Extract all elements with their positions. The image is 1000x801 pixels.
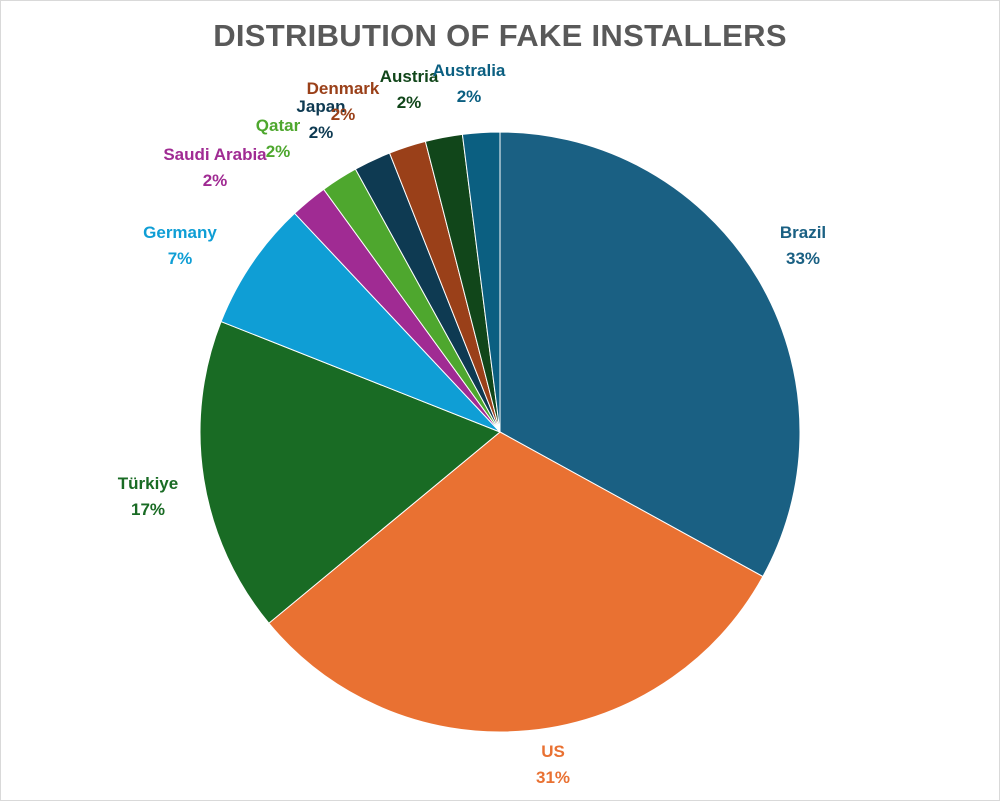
data-label-value-denmark: 2% — [331, 105, 356, 124]
pie-slice-germany — [220, 212, 501, 433]
data-label-category-us: US — [541, 742, 565, 761]
data-label-value-germany: 7% — [168, 249, 193, 268]
data-label-value-japan: 2% — [309, 123, 334, 142]
data-label-value-brazil: 33% — [786, 249, 820, 268]
pie-slice-us — [268, 431, 764, 733]
chart-title: DISTRIBUTION OF FAKE INSTALLERS — [213, 18, 787, 53]
data-label-category-qatar: Qatar — [256, 116, 301, 135]
data-label-value-austria: 2% — [397, 93, 422, 112]
pie-slices — [199, 131, 801, 733]
data-label-value-us: 31% — [536, 768, 570, 787]
data-label-category-brazil: Brazil — [780, 223, 826, 242]
data-label-category-germany: Germany — [143, 223, 217, 242]
data-label-value-saudi-arabia: 2% — [203, 171, 228, 190]
data-label-category-saudi-arabia: Saudi Arabia — [163, 145, 267, 164]
data-label-value-t-rkiye: 17% — [131, 500, 165, 519]
data-label-category-japan: Japan — [296, 97, 345, 116]
pie-slice-australia — [461, 131, 501, 433]
pie-slice-t-rkiye — [199, 320, 501, 624]
data-label-category-t-rkiye: Türkiye — [118, 474, 178, 493]
pie-data-labels: Brazil 33% US 31% Türkiye 17% Germany 7% Saudi A… — [118, 61, 826, 787]
data-label-category-denmark: Denmark — [307, 79, 380, 98]
data-label-value-qatar: 2% — [266, 142, 291, 161]
data-label-category-australia: Australia — [433, 61, 506, 80]
pie-slice-brazil — [499, 131, 801, 578]
data-label-category-austria: Austria — [380, 67, 439, 86]
data-label-value-australia: 2% — [457, 87, 482, 106]
